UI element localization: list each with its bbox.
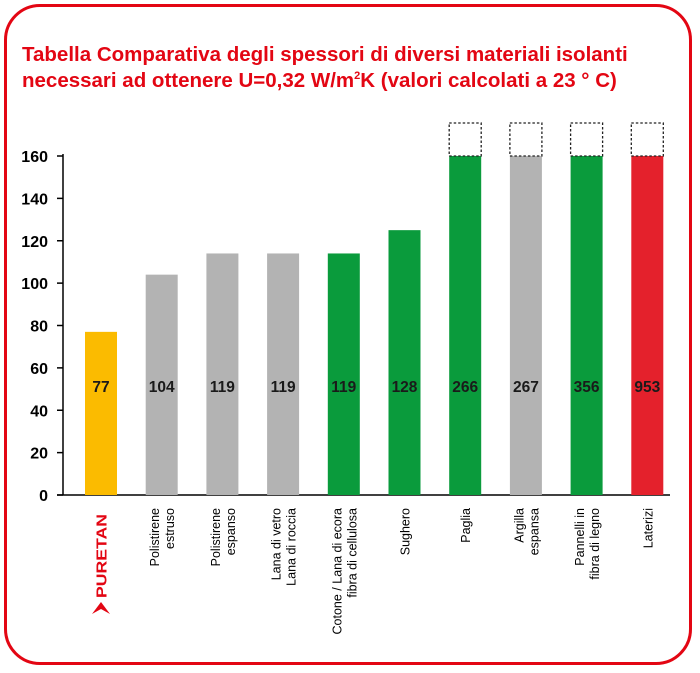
y-tick-label: 60 <box>30 361 48 378</box>
y-tick-label: 0 <box>39 488 48 505</box>
y-tick-label: 100 <box>21 276 48 293</box>
category-label-line: Sughero <box>399 508 413 555</box>
y-tick-label: 80 <box>30 319 48 336</box>
bar-data-label: 953 <box>634 379 660 396</box>
logo-chevron-icon <box>92 602 110 614</box>
puretan-logo-icon: PURETAN <box>92 514 111 614</box>
bar <box>267 253 300 495</box>
bar-overflow-marker <box>569 122 604 157</box>
category-label-line: estruso <box>163 508 177 549</box>
y-tick-label: 120 <box>21 234 48 251</box>
y-tick-label: 40 <box>30 403 48 420</box>
bar <box>85 331 117 495</box>
bar <box>388 230 421 495</box>
category-label: Lana di vetro Lana di roccia <box>270 508 299 586</box>
bar <box>327 253 360 495</box>
category-label-line: espansa <box>527 508 541 555</box>
category-label-line: Laterizi <box>641 508 655 548</box>
category-label-line: Pannelli in <box>573 508 587 566</box>
y-tick-label: 160 <box>21 149 48 166</box>
bar-data-label: 128 <box>392 379 418 396</box>
category-label: Polistirene estruso <box>148 508 177 566</box>
bar-data-label: 266 <box>452 379 478 396</box>
category-label-line: Argilla <box>512 508 526 543</box>
category-label-line: espanso <box>224 508 238 555</box>
category-label: Pannelli in fibra di legno <box>573 508 602 580</box>
bar <box>570 156 603 495</box>
category-label-line: fibra di legno <box>588 508 602 580</box>
category-label: Argilla espansa <box>512 508 541 555</box>
category-label: Sughero <box>399 508 413 555</box>
chart-title: Tabella Comparativa degli spessori di di… <box>22 42 682 94</box>
category-label: Polistirene espanso <box>209 508 238 566</box>
category-label-line: Cotone / Lana di ecora <box>330 508 344 635</box>
category-label: Laterizi <box>641 508 655 548</box>
bar-overflow-marker <box>630 122 664 157</box>
bar <box>145 274 178 495</box>
y-tick-label: 140 <box>21 191 48 208</box>
bar-data-label: 267 <box>513 379 539 396</box>
chart-title-line-2: necessari ad ottenere U=0,32 W/m2K (valo… <box>22 69 617 92</box>
y-tick-label: 20 <box>30 446 48 463</box>
bar-data-label: 119 <box>271 379 296 396</box>
bar <box>206 253 239 495</box>
bar-data-label: 104 <box>149 379 175 396</box>
category-label-line: Lana di roccia <box>285 508 299 586</box>
bar-data-label: 119 <box>331 379 356 396</box>
chart-title-line-1: Tabella Comparativa degli spessori di di… <box>22 43 628 66</box>
category-label: Cotone / Lana di ecora fibra di cellulosa <box>330 508 359 635</box>
category-label-line: fibra di cellulosa <box>345 508 359 598</box>
bar-data-label: 77 <box>92 379 109 396</box>
category-label-line: Polistirene <box>209 508 223 566</box>
category-label: Paglia <box>459 508 473 543</box>
bar-overflow-marker <box>509 122 543 157</box>
bar <box>449 156 482 495</box>
category-label-line: Paglia <box>459 508 473 543</box>
category-label-line: Polistirene <box>148 508 162 566</box>
bar <box>509 156 542 495</box>
category-label-line: Lana di vetro <box>270 508 284 580</box>
bar <box>631 156 664 495</box>
bar-data-label: 119 <box>210 379 235 396</box>
bar-overflow-marker <box>448 122 482 157</box>
bar-data-label: 356 <box>574 379 600 396</box>
logo-wordmark: PURETAN <box>94 514 111 598</box>
